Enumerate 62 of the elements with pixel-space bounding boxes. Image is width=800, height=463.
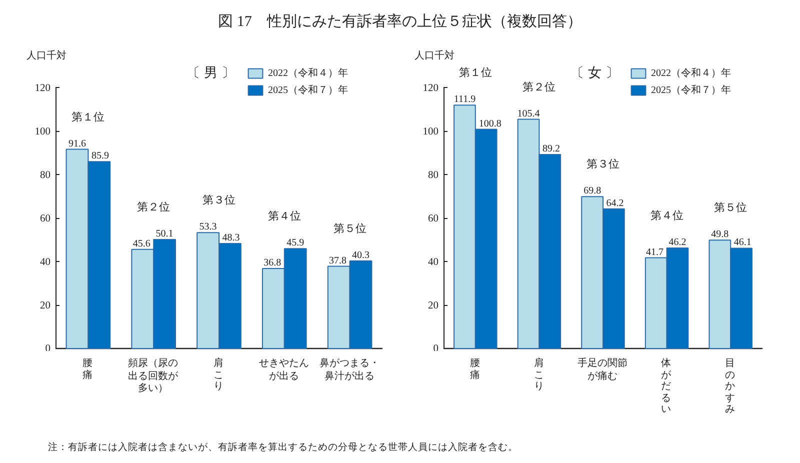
y-axis-title: 人口千対 bbox=[414, 50, 454, 62]
data-label: 40.3 bbox=[352, 250, 370, 261]
y-tick-label: 100 bbox=[34, 126, 50, 138]
data-label: 105.4 bbox=[517, 108, 540, 120]
annotation: 第３位 bbox=[586, 158, 620, 171]
y-tick-label: 40 bbox=[428, 257, 438, 268]
data-label: 69.8 bbox=[584, 186, 602, 197]
x-tick-label: 腰痛 bbox=[469, 357, 481, 381]
data-label: 41.7 bbox=[646, 246, 664, 258]
y-tick-label: 80 bbox=[428, 170, 438, 181]
y-tick-label: 120 bbox=[34, 83, 50, 94]
data-label: 53.3 bbox=[199, 222, 217, 233]
legend-label: 2025（令和７）年 bbox=[651, 84, 732, 97]
data-label: 91.6 bbox=[68, 138, 86, 150]
y-tick-label: 100 bbox=[422, 126, 438, 138]
data-label: 50.1 bbox=[156, 228, 174, 240]
annotation: 第４位 bbox=[650, 210, 684, 222]
data-label: 46.2 bbox=[668, 237, 686, 248]
y-tick-label: 20 bbox=[40, 300, 50, 312]
text: 注：有訴者には入院者は含まないが、有訴者率を算出するための分母となる世帯人員には入院者を含む。 bbox=[48, 441, 518, 455]
chart-title: 図 17 性別にみた有訴者率の上位５症状（複数回答） bbox=[218, 12, 582, 32]
y-tick-label: 80 bbox=[40, 170, 50, 181]
annotation: 第５位 bbox=[333, 222, 366, 235]
data-label: 111.9 bbox=[454, 94, 476, 106]
data-label: 49.8 bbox=[711, 229, 729, 240]
x-tick-label: 目のかすみ bbox=[724, 357, 736, 416]
data-label: 36.8 bbox=[264, 257, 282, 268]
annotation: 第５位 bbox=[714, 202, 748, 214]
data-label: 45.6 bbox=[132, 238, 150, 250]
annotation: 第３位 bbox=[202, 194, 236, 207]
chart-subtitle: 〔 女 〕 bbox=[570, 65, 620, 80]
data-label: 48.3 bbox=[222, 232, 240, 244]
legend-label: 2022（令和４）年 bbox=[651, 66, 732, 80]
data-label: 100.8 bbox=[478, 118, 502, 130]
data-label: 64.2 bbox=[606, 198, 624, 209]
legend-label: 2022（令和４）年 bbox=[268, 66, 349, 80]
data-label: 89.2 bbox=[542, 143, 560, 154]
annotation: 第２位 bbox=[137, 202, 170, 214]
y-axis-title: 人口千対 bbox=[26, 50, 66, 62]
chart-subtitle: 〔 男 〕 bbox=[186, 65, 236, 80]
data-label: 37.8 bbox=[329, 255, 347, 266]
x-tick-label: 肩こり bbox=[533, 356, 545, 392]
x-tick-label: 体がだるい bbox=[660, 357, 672, 416]
x-tick-label: 頻尿（尿の出る回数が多い） bbox=[127, 357, 179, 396]
legend-label: 2025（令和７）年 bbox=[268, 84, 349, 97]
annotation: 第２位 bbox=[522, 81, 556, 94]
y-tick-label: 40 bbox=[40, 257, 50, 268]
data-label: 46.1 bbox=[734, 237, 752, 248]
annotation: 第４位 bbox=[268, 210, 301, 223]
annotation: 第１位 bbox=[72, 111, 105, 124]
x-tick-label: 手足の関節が痛む bbox=[576, 356, 628, 383]
y-tick-label: 60 bbox=[40, 214, 50, 224]
y-tick-label: 120 bbox=[422, 83, 438, 94]
x-tick-label: 肩こり bbox=[212, 356, 224, 392]
x-tick-label: 腰痛 bbox=[82, 357, 94, 381]
y-tick-label: 20 bbox=[428, 300, 438, 312]
y-tick-label: 60 bbox=[428, 214, 438, 224]
text: 第１位 bbox=[458, 67, 492, 80]
x-tick-label: 鼻がつまる・鼻汁が出る bbox=[318, 357, 380, 383]
data-label: 85.9 bbox=[91, 150, 109, 162]
x-tick-label: せきやたんが出る bbox=[258, 357, 310, 383]
data-label: 45.9 bbox=[286, 238, 304, 249]
